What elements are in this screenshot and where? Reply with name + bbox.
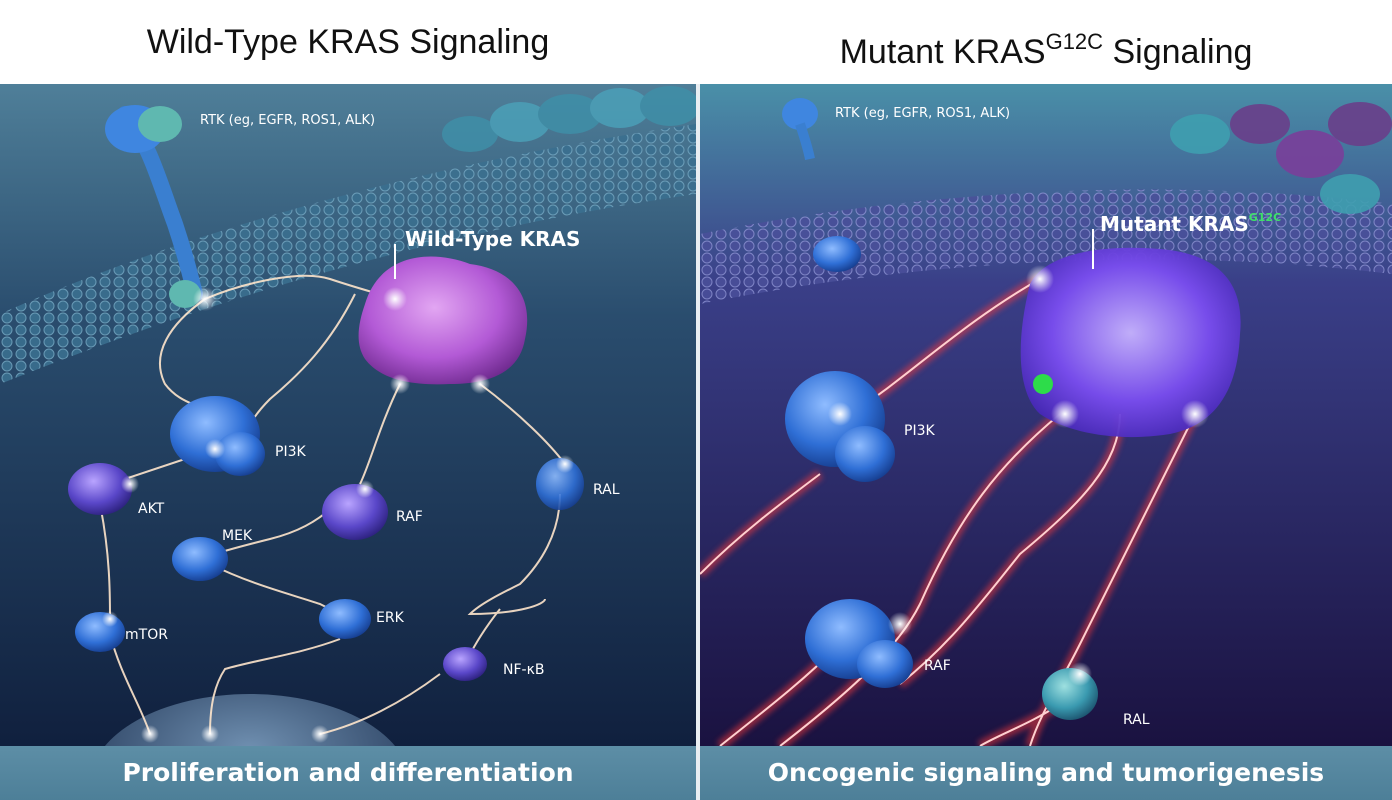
g12c-inhibitor-dot — [1033, 374, 1053, 394]
protein-pi3k — [170, 396, 265, 476]
wild-type-panel: RTK (eg, EGFR, ROS1, ALK) Wild-Type KRAS… — [0, 84, 696, 746]
wild-type-kras-protein — [358, 256, 528, 385]
protein-ral — [536, 458, 584, 510]
caption-wild-type: Proliferation and differentiation — [0, 746, 696, 800]
ral-label: RAL — [593, 482, 620, 498]
outer-cells — [1170, 102, 1392, 214]
mtor-label: mTOR — [125, 627, 168, 643]
rtk-receptor — [105, 105, 203, 308]
protein-raf — [322, 484, 388, 540]
raf-label: RAF — [396, 509, 423, 525]
cell-membrane — [0, 124, 696, 384]
pi3k-label: PI3K — [904, 423, 935, 439]
wild-type-kras-label: Wild-Type KRAS — [405, 227, 580, 251]
detached-protein — [813, 236, 861, 272]
rtk-label: RTK (eg, EGFR, ROS1, ALK) — [835, 106, 1010, 121]
caption-mutant: Oncogenic signaling and tumorigenesis — [700, 746, 1392, 800]
cell-membrane — [700, 189, 1392, 304]
nfkb-label: NF-κB — [503, 662, 544, 678]
title-mutant-superscript: G12C — [1045, 29, 1104, 54]
outer-cells — [442, 86, 696, 152]
protein-mek — [172, 537, 228, 581]
ral-label: RAL — [1123, 712, 1150, 728]
mutant-illustration: RTK (eg, EGFR, ROS1, ALK) Mutant KRASG12… — [700, 84, 1392, 746]
rtk-receptor — [782, 98, 818, 161]
wild-type-illustration: RTK (eg, EGFR, ROS1, ALK) Wild-Type KRAS… — [0, 84, 696, 746]
akt-label: AKT — [138, 501, 165, 517]
erk-label: ERK — [376, 610, 405, 626]
mek-label: MEK — [222, 528, 253, 544]
rtk-label: RTK (eg, EGFR, ROS1, ALK) — [200, 113, 375, 128]
panel-divider — [696, 84, 700, 800]
mutant-kras-label: Mutant KRASG12C — [1100, 211, 1281, 236]
mutant-kras-label-superscript: G12C — [1249, 211, 1281, 224]
raf-label: RAF — [924, 658, 951, 674]
pi3k-label: PI3K — [275, 444, 306, 460]
signal-glows — [102, 287, 574, 743]
title-wild-type: Wild-Type KRAS Signaling — [146, 23, 550, 61]
protein-raf — [805, 599, 913, 688]
mutant-kras-protein — [1020, 247, 1241, 438]
mutant-panel: RTK (eg, EGFR, ROS1, ALK) Mutant KRASG12… — [700, 84, 1392, 746]
protein-erk — [319, 599, 371, 639]
mutant-kras-label-main: Mutant KRAS — [1100, 212, 1249, 236]
title-mutant: Mutant KRASG12C Signaling — [700, 0, 1392, 84]
protein-akt — [68, 463, 132, 515]
signal-glows — [828, 265, 1209, 686]
title-mutant-tail: Signaling — [1103, 33, 1253, 71]
protein-nfkb — [443, 647, 487, 681]
title-mutant-main: Mutant KRAS — [839, 33, 1046, 71]
